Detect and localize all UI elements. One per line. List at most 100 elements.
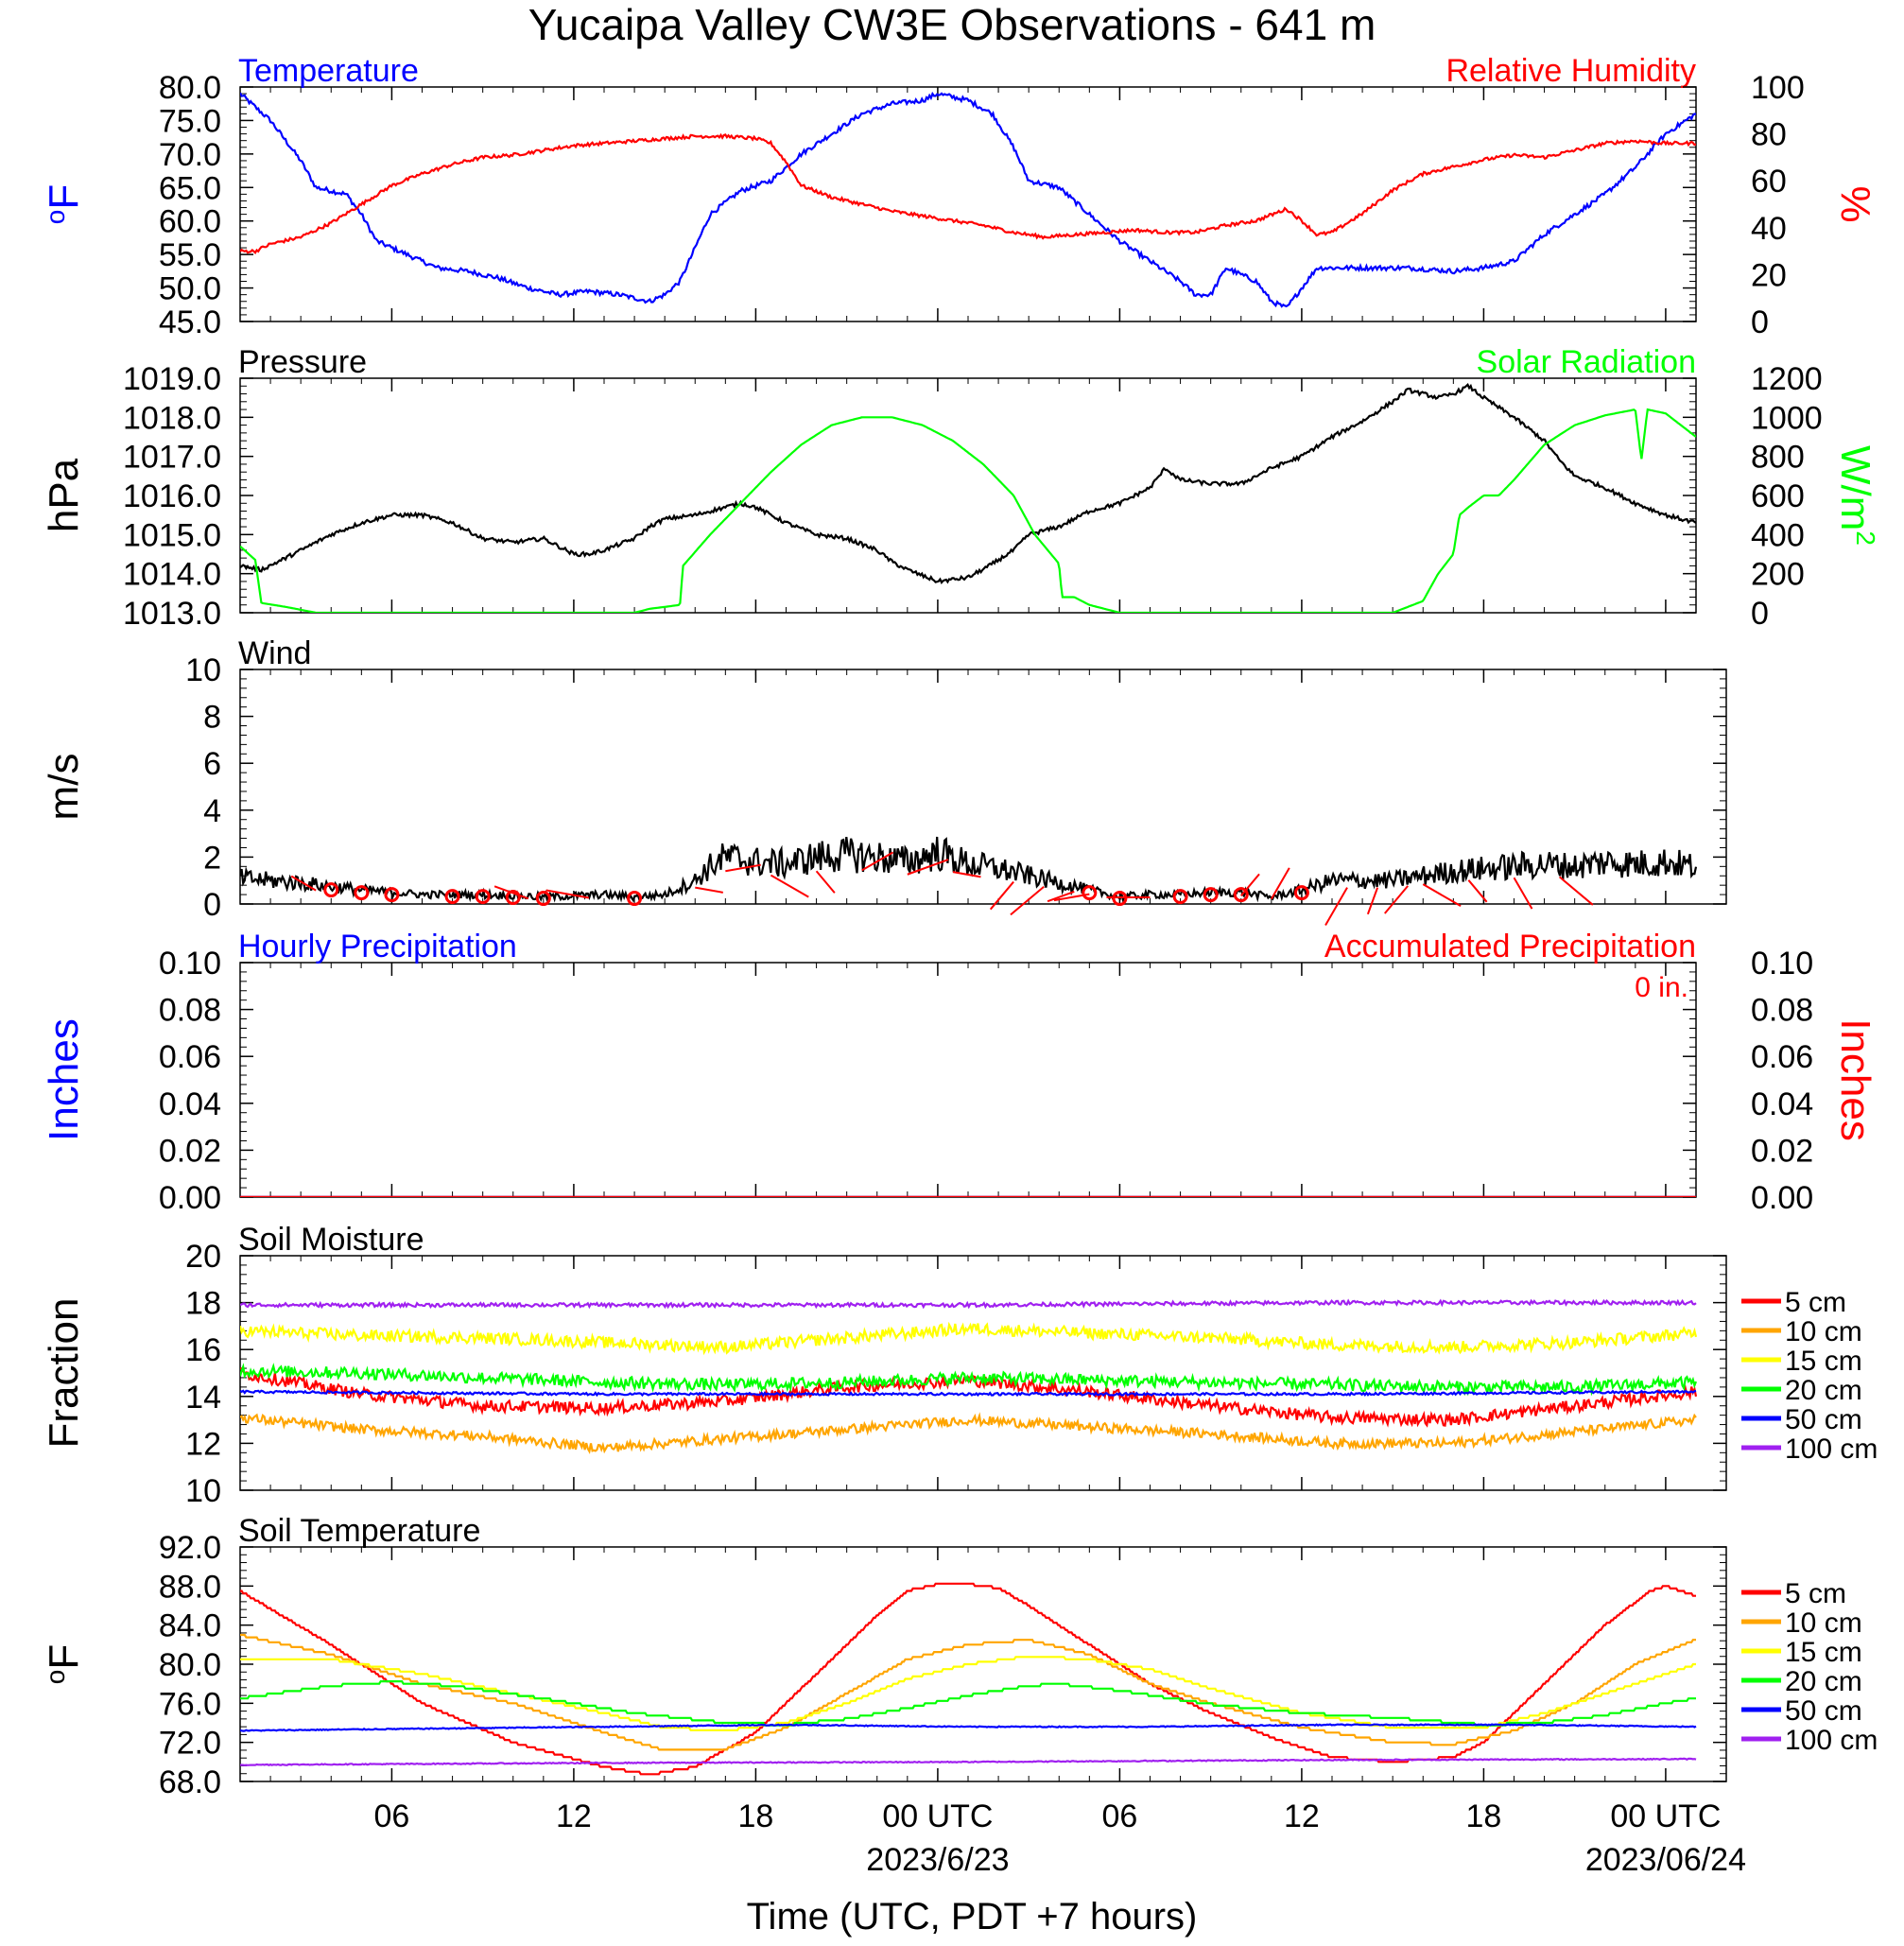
y-tick-label-left: 80.0 [159,70,221,106]
y-tick-label-left: 0.06 [159,1039,221,1075]
y-tick-label-left: 4 [203,793,221,829]
wind-barb [695,886,723,894]
y-axis-label-left: oF [41,1644,87,1684]
panel-title-left: Hourly Precipitation [238,929,517,964]
panel-soil_moisture: Soil Moisture 10 12 14 16 18 20 Fraction 5 cm10 … [41,1222,1878,1509]
calm-wind-marker [354,885,370,901]
legend-label: 15 cm [1785,1637,1862,1668]
y-axis-label-right: % [1832,185,1878,222]
x-tick-label: 12 [1284,1798,1320,1834]
y-tick-label-left: 1018.0 [123,400,221,436]
y-tick-label-right: 600 [1751,478,1805,514]
plot-frame [239,86,1697,322]
y-tick-label-right: 20 [1751,257,1787,293]
y-axis-label-right: Inches [1832,1018,1878,1141]
legend-label: 15 cm [1785,1346,1862,1377]
y-tick-label-left: 1013.0 [123,596,221,632]
y-tick-label-left: 1017.0 [123,440,221,476]
wind-barb [1467,879,1488,903]
y-tick-label-left: 2 [203,840,221,876]
calm-wind-marker [475,889,491,905]
x-tick-label: 18 [738,1798,774,1834]
panel-title-right: Accumulated Precipitation [1324,929,1696,964]
y-tick-label-left: 72.0 [159,1726,221,1762]
wind-barb [725,863,761,873]
y-tick-label-right: 200 [1751,557,1805,593]
panel-title-left: Wind [238,635,311,671]
y-tick-label-left: 60.0 [159,204,221,240]
wind-barb [1270,867,1290,900]
y-tick-label-left: 1014.0 [123,557,221,593]
wind-barb [1239,873,1260,896]
y-axis-label-left: m/s [41,754,87,821]
series-line-solar-radiation [240,408,1696,613]
legend-label: 50 cm [1785,1695,1862,1727]
y-tick-label-left: 0.08 [159,993,221,1029]
series-line-100-cm [240,1298,1697,1310]
wind-barb [989,880,1014,911]
legend-label: 50 cm [1785,1404,1862,1435]
chart-title: Yucaipa Valley CW3E Observations - 641 m [528,0,1376,49]
y-tick-label-left: 88.0 [159,1569,221,1605]
calm-wind-marker [384,887,400,903]
calm-wind-marker [444,889,460,905]
series-line-5-cm [240,1582,1696,1776]
y-tick-label-right: 1000 [1751,400,1823,436]
y-tick-label-right: 0.02 [1751,1133,1813,1169]
series-line-100-cm [240,1757,1697,1767]
plot-frame [239,377,1697,614]
wind-barb [1053,893,1090,902]
plot-frame [239,669,1727,905]
series-line-wind-speed [240,836,1698,904]
y-axis-label-left: oF [41,184,87,224]
panel-title-right: Relative Humidity [1445,53,1696,89]
series-line-temperature [240,91,1696,308]
y-tick-label-left: 0.10 [159,946,221,982]
y-tick-label-left: 68.0 [159,1764,221,1800]
panel-soil_temperature: Soil Temperature 68.072.0 76.080.084.088.0… [41,1513,1878,1800]
x-tick-date-label: 2023/6/23 [866,1842,1009,1878]
panel-title-right: Solar Radiation [1477,344,1696,380]
y-tick-label-left: 14 [185,1380,221,1416]
y-tick-label-left: 70.0 [159,137,221,173]
wind-barb [1513,877,1533,910]
y-tick-label-left: 65.0 [159,170,221,206]
y-tick-label-right: 100 [1751,70,1805,106]
y-tick-label-right: 0.08 [1751,993,1813,1029]
wind-barb [1047,891,1075,903]
series-line-10-cm [240,1412,1697,1454]
calm-wind-marker [535,891,551,907]
y-tick-label-right: 0 [1751,596,1769,632]
y-axis-label-left: Inches [41,1018,87,1141]
y-tick-label-right: 40 [1751,211,1787,247]
y-tick-label-left: 12 [185,1426,221,1462]
wind-barb [770,874,809,898]
series-line-15-cm [240,1321,1698,1356]
panel-title-left: Pressure [238,344,367,380]
y-axis-label-left: hPa [41,458,87,532]
legend-label: 20 cm [1785,1375,1862,1406]
legend-label: 5 cm [1785,1578,1846,1609]
series-line-20-cm [240,1680,1696,1727]
calm-wind-marker [1233,887,1249,903]
y-tick-label-left: 50.0 [159,271,221,307]
series-line-relative-humidity [240,132,1696,254]
chart-panels: Temperature Relative Humidity 45.050.055.0… [41,53,1880,1878]
wind-barb [545,889,590,899]
y-tick-label-right: 1200 [1751,361,1823,397]
calm-wind-marker [1082,885,1098,901]
series-line-50-cm [240,1723,1697,1732]
panel-precip: Hourly Precipitation Accumulated Precipit… [41,929,1878,1216]
y-tick-label-right: 80 [1751,117,1787,153]
calm-wind-marker [1293,885,1309,901]
wind-barb [952,871,981,878]
legend-label: 10 cm [1785,1316,1862,1347]
legend-label: 100 cm [1785,1433,1878,1465]
x-tick-label: 06 [1102,1798,1138,1834]
wind-barb [1422,883,1462,908]
series-line-15-cm [240,1656,1696,1731]
legend-label: 10 cm [1785,1607,1862,1639]
y-tick-label-left: 84.0 [159,1608,221,1644]
y-tick-label-right: 0 [1751,304,1769,340]
